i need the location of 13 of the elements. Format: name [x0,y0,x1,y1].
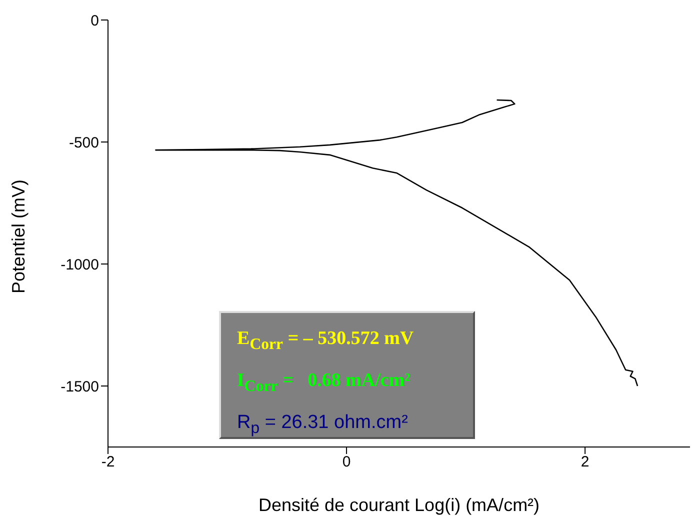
annotation: R$_{p}$ = 26.31 ohm.cm² [237,410,409,438]
y-tick-label: -500 [68,134,99,152]
y-tick-label: -1000 [60,256,99,274]
y-axis-title: Potentiel (mV) [8,179,28,294]
x-tick-label: -2 [101,454,115,471]
y-tick-label: 0 [90,12,99,30]
annotation: I$_{Corr}$ = 0.68 mA/cm² [237,368,412,397]
text-box: E$_{Corr}$ = – 530.572 mV I$_{Corr}$ = 0.68 mA/cm² R$_{p}$ = 26.31 ohm.cm² [219,311,475,439]
x-tick-label: 0 [342,454,351,471]
x-tick-label: 2 [580,454,590,471]
x-axis-title: Densité de courant Log(i) (mA/cm²) [258,495,540,515]
y-tick-label: -1500 [60,378,99,396]
annotation: E$_{Corr}$ = – 530.572 mV [237,327,415,355]
